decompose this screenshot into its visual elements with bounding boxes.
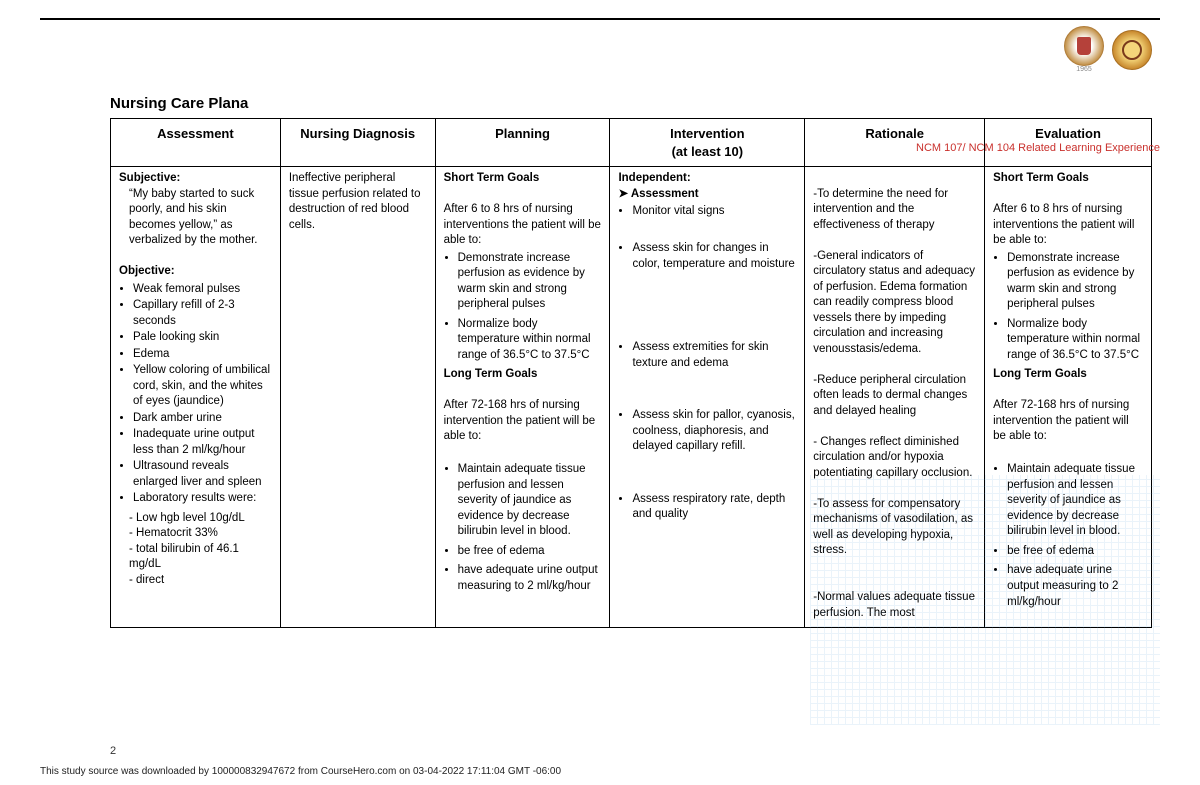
cell-diagnosis: Ineffective peripheral tissue perfusion … [280,167,435,628]
list-item: Capillary refill of 2-3 seconds [133,298,272,329]
objective-list: Weak femoral pulses Capillary refill of … [133,282,272,507]
col-planning: Planning [435,119,610,167]
list-item: Maintain adequate tissue perfusion and l… [458,462,602,540]
page-number: 2 [110,745,116,757]
list-item: Ultrasound reveals enlarged liver and sp… [133,459,272,490]
list-item: Demonstrate increase perfusion as eviden… [1007,251,1143,313]
cell-assessment: Subjective: “My baby started to suck poo… [111,167,281,628]
list-item: Normalize body temperature within normal… [458,317,602,364]
list-item: Laboratory results were: [133,491,272,507]
rationale-item: -To determine the need for intervention … [813,187,976,234]
logo-seal-icon [1112,30,1152,70]
list-item: Demonstrate increase perfusion as eviden… [458,251,602,313]
list-item: Edema [133,347,272,363]
col-diagnosis: Nursing Diagnosis [280,119,435,167]
download-footer: This study source was downloaded by 1000… [40,766,561,777]
long-term-intro: After 72-168 hrs of nursing intervention… [444,398,602,445]
cell-evaluation: Short Term Goals After 6 to 8 hrs of nur… [985,167,1152,628]
list-item: Weak femoral pulses [133,282,272,298]
cell-rationale: -To determine the need for intervention … [805,167,985,628]
nursing-care-plan-table: Assessment Nursing Diagnosis Planning In… [110,118,1152,628]
list-item: Assess extremities for skin texture and … [632,340,796,371]
lab-item: - total bilirubin of 46.1 mg/dL [129,542,272,573]
list-item: have adequate urine output measuring to … [1007,563,1143,610]
eval-long-intro: After 72-168 hrs of nursing intervention… [993,398,1143,445]
list-item: Assess skin for pallor, cyanosis, coolne… [632,408,796,455]
list-item: Assess respiratory rate, depth and quali… [632,492,796,523]
short-term-list: Demonstrate increase perfusion as eviden… [458,251,602,313]
short-term-list2: Normalize body temperature within normal… [458,317,602,364]
objective-heading: Objective: [119,264,272,280]
list-item: have adequate urine output measuring to … [458,563,602,594]
rationale-item: - Changes reflect diminished circulation… [813,435,976,482]
list-item: Monitor vital signs [632,204,796,220]
list-item: Pale looking skin [133,330,272,346]
logo-shield-icon: 1965 [1064,26,1104,73]
list-item: be free of edema [1007,544,1143,560]
list-item: Assess skin for changes in color, temper… [632,241,796,272]
cell-planning: Short Term Goals After 6 to 8 hrs of nur… [435,167,610,628]
long-term-list: Maintain adequate tissue perfusion and l… [458,462,602,540]
header-logos: 1965 [1064,26,1152,73]
rationale-item: -General indicators of circulatory statu… [813,249,976,358]
eval-short-intro: After 6 to 8 hrs of nursing intervention… [993,202,1143,249]
lab-item: - direct [129,573,272,589]
list-item: Maintain adequate tissue perfusion and l… [1007,462,1143,540]
assessment-subhead: ➤ Assessment [618,187,796,203]
short-term-intro: After 6 to 8 hrs of nursing intervention… [444,202,602,249]
independent-heading: Independent: [618,171,796,187]
list-item: be free of edema [458,544,602,560]
short-term-heading: Short Term Goals [444,171,602,187]
rationale-item: -To assess for compensatory mechanisms o… [813,497,976,559]
subjective-heading: Subjective: [119,171,272,187]
list-item: Inadequate urine output less than 2 ml/k… [133,427,272,458]
table-body-row: Subjective: “My baby started to suck poo… [111,167,1152,628]
long-term-heading: Long Term Goals [444,367,602,383]
list-item: Normalize body temperature within normal… [1007,317,1143,364]
eval-short-heading: Short Term Goals [993,171,1143,187]
col-intervention: Intervention (at least 10) [610,119,805,167]
page-title: Nursing Care Plana [110,95,248,112]
cell-intervention: Independent: ➤ Assessment Monitor vital … [610,167,805,628]
eval-long-heading: Long Term Goals [993,367,1143,383]
rationale-item: -Reduce peripheral circulation often lea… [813,373,976,420]
lab-item: - Hematocrit 33% [129,526,272,542]
list-item: Dark amber urine [133,411,272,427]
top-rule [40,18,1160,20]
list-item: Yellow coloring of umbilical cord, skin,… [133,363,272,410]
col-assessment: Assessment [111,119,281,167]
subjective-text: “My baby started to suck poorly, and his… [129,187,272,249]
rationale-item: -Normal values adequate tissue perfusion… [813,590,976,621]
arrow-icon: ➤ [618,188,630,200]
lab-item: - Low hgb level 10g/dL [129,511,272,527]
course-code-note: NCM 107/ NCM 104 Related Learning Experi… [916,142,1160,154]
